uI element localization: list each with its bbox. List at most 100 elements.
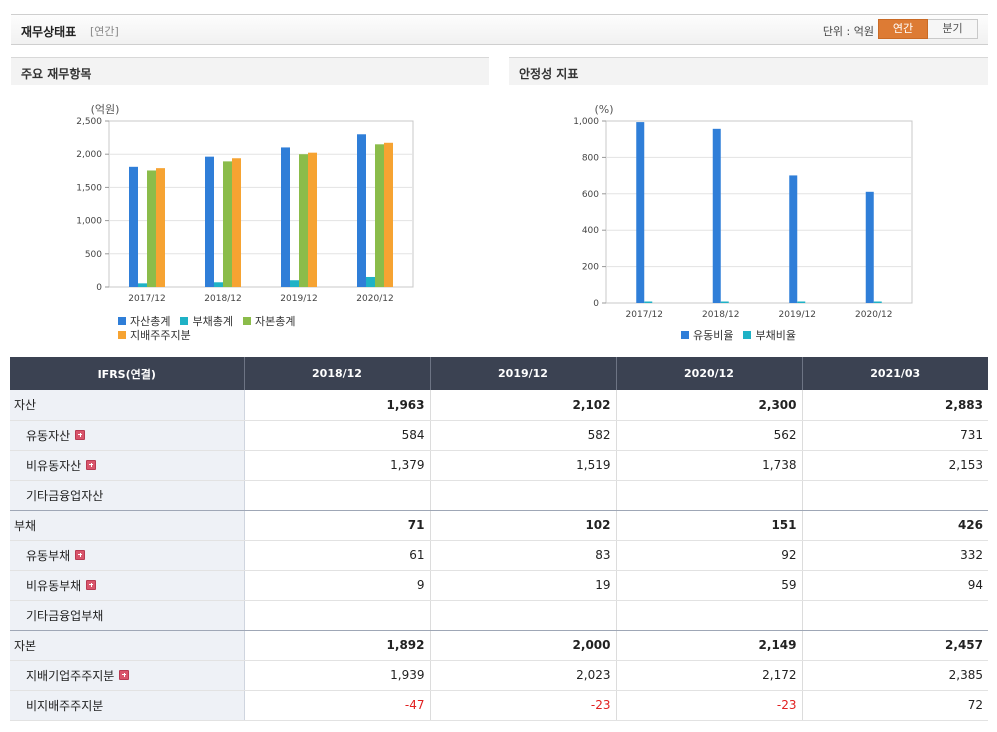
expand-plus-icon[interactable] (75, 549, 86, 560)
table-cell: 562 (616, 420, 803, 451)
table-cell: 2,172 (616, 660, 803, 691)
stability-title: 안정성 지표 (509, 57, 988, 85)
legend-swatch (681, 331, 689, 339)
row-label-text: 유동자산 (26, 428, 71, 443)
table-row: 자산 1,963 2,102 2,300 2,883 (10, 390, 988, 421)
plot-area (605, 120, 913, 304)
x-tick-label: 2017/12 (626, 310, 663, 320)
y-tick-label: 400 (582, 226, 599, 236)
table-cell: 2,883 (802, 390, 988, 421)
y-tick-label: 2,500 (76, 117, 102, 127)
y-axis-label: (%) (594, 103, 613, 116)
table-cell: 19 (430, 570, 617, 601)
x-tick-label: 2019/12 (779, 310, 816, 320)
table-cell: 426 (802, 510, 988, 541)
bar-0-2 (281, 147, 290, 287)
table-cell: 2,000 (430, 630, 617, 661)
y-axis-label: (억원) (91, 103, 120, 116)
table-cell: 1,892 (244, 630, 431, 661)
table-cell (430, 600, 617, 631)
row-label-text: 자산 (14, 398, 37, 413)
x-tick-label: 2020/12 (855, 310, 892, 320)
table-cell: 71 (244, 510, 431, 541)
table-row: 유동자산 584 582 562 731 (10, 420, 988, 451)
period-toggle: 연간 분기 (878, 19, 978, 39)
main-items-panel: 주요 재무항목 0 500 1,000 1,500 2,000 2,500 (억원) 2017… (11, 57, 489, 355)
bar-2-3 (375, 144, 384, 287)
table-row: 자본 1,892 2,000 2,149 2,457 (10, 630, 988, 661)
table-cell: 72 (802, 690, 988, 721)
table-cell: 59 (616, 570, 803, 601)
quarter-button[interactable]: 분기 (928, 19, 978, 39)
table-row: 비유동부채 9 19 59 94 (10, 570, 988, 601)
legend-item: 자본총계 (242, 315, 295, 329)
expand-plus-icon[interactable] (86, 579, 97, 590)
section-title: 재무상태표 (21, 25, 77, 39)
column-header: 2019/12 (430, 357, 617, 390)
row-label: 자산 (10, 390, 245, 421)
table-cell (616, 600, 803, 631)
table-cell: 1,963 (244, 390, 431, 421)
table-cell (244, 600, 431, 631)
section-header: 재무상태표 [연간] 단위 : 억원 연간 분기 (11, 14, 988, 45)
table-cell: 61 (244, 540, 431, 571)
row-label: 부채 (10, 510, 245, 541)
table-cell: 2,102 (430, 390, 617, 421)
table-cell (244, 480, 431, 511)
bar-1-3 (873, 301, 882, 303)
expand-plus-icon[interactable] (119, 669, 130, 680)
table-cell (802, 480, 988, 511)
legend-label: 부채비율 (755, 329, 796, 342)
bar-0-3 (865, 191, 874, 303)
row-label-text: 부채 (14, 518, 37, 533)
x-tick-label: 2019/12 (280, 294, 317, 304)
x-tick-label: 2018/12 (702, 310, 739, 320)
table-cell: 332 (802, 540, 988, 571)
legend-label: 유동비율 (693, 329, 734, 342)
legend-item: 자산총계 (118, 315, 170, 329)
table-cell: 584 (244, 420, 431, 451)
table-row: 유동부채 61 83 92 332 (10, 540, 988, 571)
y-tick-label: 200 (582, 263, 599, 273)
row-label: 유동부채 (10, 540, 245, 571)
table-cell: 1,379 (244, 450, 431, 481)
table-cell: 731 (802, 420, 988, 451)
legend-swatch (180, 317, 189, 325)
expand-plus-icon[interactable] (86, 459, 97, 470)
row-label: 자본 (10, 630, 245, 661)
bar-0-2 (789, 175, 798, 303)
bar-1-0 (644, 301, 653, 303)
y-tick-label: 600 (582, 190, 599, 200)
annual-button[interactable]: 연간 (878, 19, 928, 39)
row-label-text: 지배기업주주지분 (26, 668, 115, 683)
legend-swatch (118, 331, 126, 339)
legend-label: 부채총계 (192, 315, 233, 328)
legend-label: 지배주주지분 (130, 329, 191, 342)
x-tick-label: 2017/12 (128, 294, 165, 304)
legend-item: 부채총계 (180, 315, 233, 329)
bar-0-1 (712, 128, 721, 303)
main-items-legend: 자산총계 부채총계 자본총계지배주주지분 (118, 315, 378, 343)
row-label-text: 유동부채 (26, 548, 71, 563)
balance-sheet-table: IFRS(연결) 2018/12 2019/12 2020/12 2021/03… (10, 357, 988, 721)
row-label: 비지배주주지분 (10, 690, 245, 721)
column-header: 2021/03 (802, 357, 988, 390)
column-header: 2020/12 (616, 357, 803, 390)
column-header: IFRS(연결) (10, 357, 245, 390)
row-label-text: 기타금융업부채 (26, 608, 104, 623)
legend-swatch (743, 331, 752, 339)
expand-plus-icon[interactable] (75, 429, 86, 440)
table-cell: 2,153 (802, 450, 988, 481)
table-cell (802, 600, 988, 631)
x-tick-label: 2020/12 (356, 294, 393, 304)
y-tick-label: 800 (582, 153, 599, 163)
table-cell: 1,519 (430, 450, 617, 481)
row-label-text: 비유동부채 (26, 578, 82, 593)
table-row: 비지배주주지분 -47 -23 -23 72 (10, 690, 988, 721)
row-label-text: 기타금융업자산 (26, 488, 104, 503)
stability-panel: 안정성 지표 0 200 400 600 800 1,000 (%) 2017/12 2018/… (509, 57, 988, 355)
table-row: 지배기업주주지분 1,939 2,023 2,172 2,385 (10, 660, 988, 691)
row-label-text: 비지배주주지분 (26, 698, 104, 713)
main-items-chart: 0 500 1,000 1,500 2,000 2,500(억원) 2017/12 2018/… (76, 103, 414, 304)
table-cell: 2,023 (430, 660, 617, 691)
